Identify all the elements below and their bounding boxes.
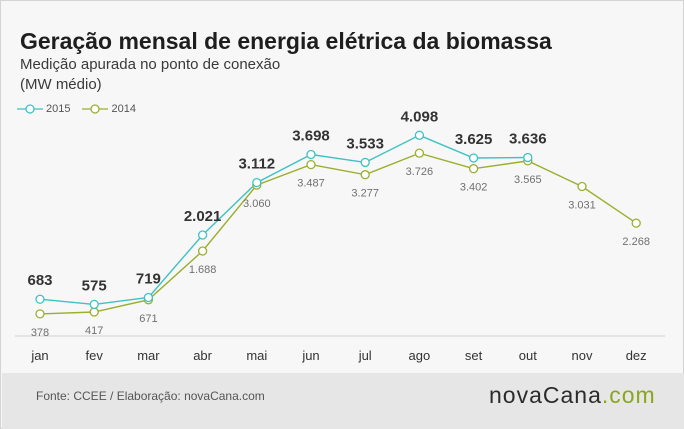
data-label-2015: 3.112: [238, 156, 275, 173]
data-label-2015: 3.698: [292, 127, 330, 144]
data-label-2014: 3.402: [460, 182, 488, 194]
x-tick-label: jan: [30, 348, 48, 363]
data-point-2015: [89, 299, 99, 310]
x-tick-label: out: [519, 348, 537, 363]
data-label-2015: 683: [27, 272, 52, 289]
data-label-2014: 3.031: [568, 200, 596, 212]
data-point-2014: [360, 170, 370, 180]
data-point-2014: [631, 218, 641, 228]
data-label-2015: 3.636: [509, 130, 547, 147]
data-point-2014: [197, 246, 208, 256]
data-label-2014: 2.268: [622, 236, 650, 248]
data-label-2014: 3.726: [406, 166, 434, 178]
x-tick-label: abr: [193, 348, 212, 363]
data-point-2014: [35, 309, 45, 319]
x-tick-label: jun: [301, 348, 319, 363]
data-point-2014: [306, 159, 316, 170]
legend-label-2014: 2014: [111, 103, 136, 115]
data-label-2014: 3.277: [351, 188, 379, 200]
series-line-2015: [39, 134, 528, 306]
x-tick-label: jul: [358, 348, 372, 363]
data-point-2015: [197, 230, 208, 240]
data-point-2015: [306, 149, 316, 160]
source-note: Fonte: CCEE / Elaboração: novaCana.com: [36, 389, 265, 403]
data-point-2014: [468, 164, 479, 174]
legend-marker-2014: [82, 104, 109, 114]
x-tick-label: fev: [86, 348, 104, 363]
brand-logo: novaCana.com: [489, 382, 656, 409]
x-tick-label: nov: [572, 348, 593, 363]
data-label-2014: 417: [85, 325, 103, 337]
data-point-2015: [360, 157, 370, 168]
series-line-2014: [39, 152, 637, 315]
legend-item-2014: 2014: [82, 103, 136, 115]
data-point-2015: [35, 294, 45, 304]
data-label-2014: 1.688: [189, 264, 217, 276]
data-point-2015: [414, 130, 425, 140]
legend-label-2015: 2015: [46, 103, 71, 115]
chart-title: Geração mensal de energia elétrica da bi…: [20, 28, 552, 54]
data-label-2014: 3.565: [514, 174, 542, 186]
x-tick-label: mai: [246, 348, 267, 363]
data-point-2015: [252, 177, 262, 188]
data-label-2014: 3.487: [297, 178, 325, 190]
data-point-2015: [143, 292, 154, 303]
chart-subtitle: Medição apurada no ponto de conexão: [20, 56, 281, 73]
x-tick-label: set: [465, 348, 483, 363]
chart-units: (MW médio): [20, 76, 102, 93]
data-label-2014: 671: [139, 313, 157, 325]
data-label-2015: 719: [136, 270, 161, 287]
legend-marker-2015: [17, 104, 43, 114]
data-point-2014: [414, 148, 425, 158]
legend-item-2015: 2015: [17, 103, 70, 115]
data-label-2015: 3.625: [455, 131, 493, 148]
data-point-2015: [523, 152, 533, 163]
data-label-2015: 2.021: [184, 208, 222, 225]
data-point-2014: [89, 307, 99, 317]
brand-name: novaCana: [489, 382, 602, 408]
data-label-2014: 378: [31, 327, 49, 339]
x-tick-label: mar: [137, 348, 160, 363]
footer-bar: [2, 373, 684, 429]
data-point-2015: [468, 153, 479, 163]
brand-suffix: .com: [601, 382, 656, 408]
chart-legend: 2015 2014: [17, 101, 148, 117]
data-label-2015: 575: [82, 277, 107, 294]
data-label-2015: 3.533: [346, 135, 384, 152]
data-label-2014: 3.060: [243, 198, 271, 210]
line-chart: jan fev mar abr mai jun jul ago set out nov dez 683 5…: [15, 108, 665, 363]
x-tick-label: dez: [626, 348, 647, 363]
data-point-2014: [577, 181, 587, 192]
data-label-2015: 4.098: [401, 108, 439, 125]
x-tick-label: ago: [409, 348, 431, 363]
